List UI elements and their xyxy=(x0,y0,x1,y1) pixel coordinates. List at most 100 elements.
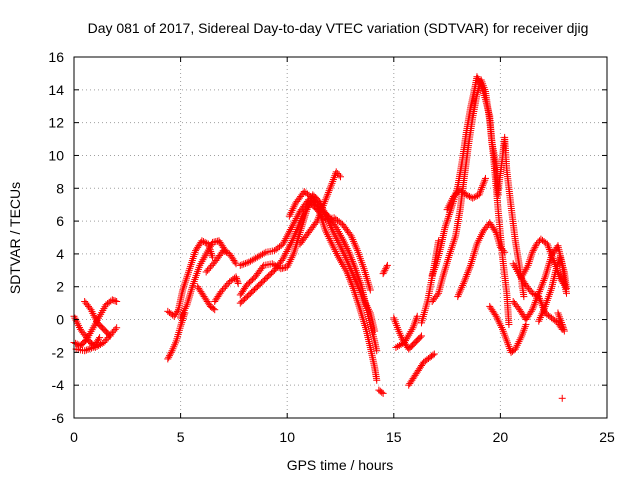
data-point xyxy=(429,351,437,359)
data-point xyxy=(322,194,330,202)
data-point xyxy=(462,272,470,280)
data-point xyxy=(533,295,541,303)
data-point xyxy=(81,347,89,355)
data-point xyxy=(560,325,568,333)
data-point xyxy=(100,339,108,347)
data-point xyxy=(382,265,390,273)
data-point xyxy=(528,248,536,256)
data-point xyxy=(289,220,297,228)
data-point xyxy=(543,265,551,273)
data-point xyxy=(327,181,335,189)
data-point xyxy=(442,220,450,228)
data-point xyxy=(548,251,556,259)
data-point xyxy=(475,191,483,199)
data-point xyxy=(164,355,172,363)
plot-frame xyxy=(73,56,608,419)
data-point xyxy=(206,263,214,271)
data-point xyxy=(343,268,351,276)
data-point xyxy=(280,238,288,246)
y-tick-label: 4 xyxy=(56,246,64,262)
data-point xyxy=(464,269,472,277)
data-point xyxy=(499,247,507,255)
data-point xyxy=(344,270,352,278)
data-point xyxy=(528,289,536,297)
data-point xyxy=(418,332,426,340)
data-point xyxy=(219,286,227,294)
data-point xyxy=(84,345,92,353)
data-point xyxy=(297,216,305,224)
x-tick-labels: 0 5 10 15 20 25 xyxy=(70,429,615,445)
data-point xyxy=(558,320,566,328)
data-point xyxy=(209,305,217,313)
x-tick-label: 0 xyxy=(70,429,78,445)
data-point xyxy=(219,247,227,255)
data-point xyxy=(381,266,389,274)
data-point xyxy=(296,218,304,226)
data-point xyxy=(108,296,116,304)
data-point xyxy=(234,278,242,286)
data-point xyxy=(198,237,206,245)
data-point xyxy=(528,306,536,314)
data-point xyxy=(96,334,104,342)
data-point xyxy=(478,184,486,192)
data-point xyxy=(359,316,367,324)
data-point xyxy=(479,182,487,190)
data-point xyxy=(472,192,480,200)
data-point xyxy=(534,238,542,246)
data-point xyxy=(462,274,470,282)
data-point xyxy=(481,174,489,182)
data-point xyxy=(223,281,231,289)
data-point xyxy=(106,332,114,340)
data-point xyxy=(345,273,353,281)
data-point xyxy=(186,289,194,297)
data-point xyxy=(471,246,479,254)
data-point xyxy=(86,345,94,353)
data-point xyxy=(363,276,371,284)
data-point xyxy=(464,267,472,275)
data-point xyxy=(433,291,441,299)
data-point xyxy=(224,279,232,287)
data-point xyxy=(287,225,295,233)
data-point xyxy=(559,322,567,330)
data-point xyxy=(362,323,370,331)
data-point xyxy=(538,300,546,308)
data-point xyxy=(103,335,111,343)
data-point xyxy=(358,312,366,320)
data-point xyxy=(294,224,302,232)
data-point xyxy=(479,180,487,188)
data-points xyxy=(70,73,570,402)
data-point xyxy=(357,308,365,316)
data-point xyxy=(324,188,332,196)
data-point xyxy=(346,277,354,285)
data-point xyxy=(505,320,513,328)
data-point xyxy=(165,353,173,361)
data-point xyxy=(501,248,509,256)
data-point xyxy=(113,297,121,305)
data-point xyxy=(380,268,388,276)
data-point xyxy=(283,233,291,241)
data-point xyxy=(110,296,118,304)
data-point xyxy=(476,189,484,197)
data-point xyxy=(371,327,379,335)
data-point xyxy=(202,268,210,276)
data-point xyxy=(312,219,320,227)
x-tick-label: 20 xyxy=(493,429,509,445)
y-tick-label: -2 xyxy=(52,344,65,360)
data-point xyxy=(334,170,342,178)
data-point xyxy=(233,276,241,284)
data-point xyxy=(282,249,290,257)
y-tick-label: 12 xyxy=(48,115,64,131)
data-point xyxy=(222,248,230,256)
data-point xyxy=(539,278,547,286)
data-point xyxy=(464,192,472,200)
data-point xyxy=(462,191,470,199)
data-point xyxy=(283,248,291,256)
data-point xyxy=(299,211,307,219)
y-tick-label: 8 xyxy=(56,180,64,196)
data-point xyxy=(543,240,551,248)
data-point xyxy=(545,246,553,254)
grid-lines xyxy=(74,57,607,418)
data-point xyxy=(356,306,364,314)
data-point xyxy=(285,244,293,252)
data-point xyxy=(234,279,242,287)
